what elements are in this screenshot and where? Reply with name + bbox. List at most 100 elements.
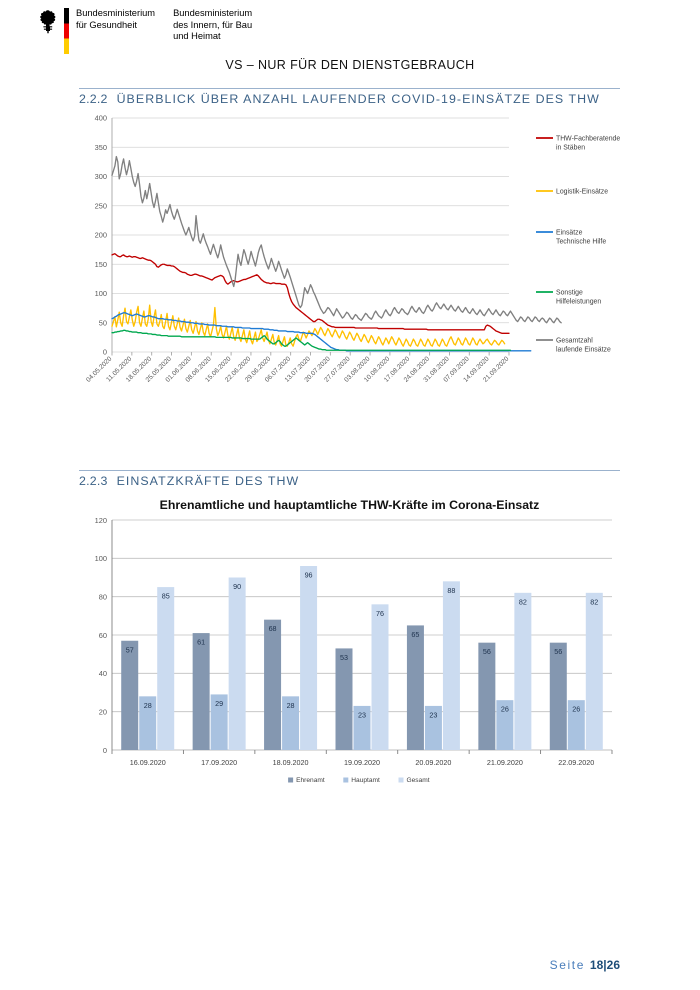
- bar-value-label: 56: [483, 647, 491, 656]
- y-axis-tick-label: 40: [99, 669, 107, 678]
- bar-value-label: 53: [340, 653, 348, 662]
- covid-einsaetze-line-chart: 0 50 100 150 200 250 300 350 400 04.05.2020 11.05.…: [79, 112, 620, 402]
- bar-ehrenamt: [121, 640, 139, 750]
- bar-value-label: 57: [126, 645, 134, 654]
- ministry-health-line1: Bundesministerium: [76, 8, 156, 18]
- footer-page-number: 18: [589, 958, 604, 972]
- bar-value-label: 23: [358, 710, 366, 719]
- legend-label-3: Sonstige: [556, 290, 583, 297]
- y-axis-tick-label: 100: [95, 554, 107, 563]
- y-axis-tick-label: 80: [99, 592, 107, 601]
- footer-total-pages: 26: [606, 958, 620, 972]
- section-title-2-2-2: ÜBERBLICK ÜBER ANZAHL LAUFENDER COVID-19…: [116, 92, 600, 106]
- bar-hauptamt: [353, 705, 371, 750]
- bar-value-label: 26: [501, 705, 509, 714]
- x-axis-category-label: 20.09.2020: [415, 758, 451, 767]
- line-series-2: [111, 312, 532, 352]
- line-series-1: [111, 304, 506, 347]
- legend-label-0: in Stäben: [556, 145, 585, 152]
- section-title-2-2-3: EINSATZKRÄFTE DES THW: [116, 474, 300, 488]
- bundesadler-eagle-icon: [36, 8, 60, 36]
- bar-value-label: 88: [447, 586, 455, 595]
- bar-hauptamt: [139, 696, 157, 750]
- y-axis-tick-label: 400: [95, 114, 107, 123]
- bar-value-label: 76: [376, 609, 384, 618]
- ministry-name-interior: Bundesministerium des Innern, für Bau un…: [173, 8, 252, 43]
- bar-value-label: 61: [197, 638, 205, 647]
- x-axis-category-label: 17.09.2020: [201, 758, 237, 767]
- ministry-logos: Bundesministerium für Gesundheit Bundesm…: [36, 8, 252, 54]
- section-number-2-2-2: 2.2.2: [79, 92, 108, 106]
- section-number-2-2-3: 2.2.3: [79, 474, 108, 488]
- ministry-name-health: Bundesministerium für Gesundheit: [76, 8, 155, 31]
- x-axis-category-label: 21.09.2020: [487, 758, 523, 767]
- ministry-interior-line1: Bundesministerium: [173, 8, 253, 18]
- y-axis-tick-label: 50: [99, 318, 107, 327]
- y-axis-tick-label: 150: [95, 260, 107, 269]
- y-axis-tick-label: 20: [99, 707, 107, 716]
- thw-kraefte-bar-chart: Ehrenamtliche und hauptamtliche THW-Kräf…: [79, 498, 620, 790]
- legend-label-3: Hilfeleistungen: [556, 299, 601, 306]
- bar-gesamt: [442, 581, 460, 750]
- legend-label-hauptamt: Hauptamt: [351, 777, 380, 784]
- ministry-health-line2: für Gesundheit: [76, 19, 137, 30]
- bar-ehrenamt: [264, 619, 282, 750]
- classification-banner: VS – NUR FÜR DEN DIENSTGEBRAUCH: [225, 58, 475, 72]
- line-series-3: [111, 329, 512, 351]
- legend-label-gesamt: Gesamt: [407, 777, 430, 784]
- line-series-4: [111, 155, 562, 324]
- x-axis-category-label: 22.09.2020: [558, 758, 594, 767]
- bar-ehrenamt: [478, 642, 496, 750]
- bar-value-label: 85: [162, 592, 170, 601]
- bar-value-label: 82: [590, 597, 598, 606]
- y-axis-tick-label: 0: [103, 348, 107, 357]
- footer-separator: |: [603, 958, 607, 972]
- bar-gesamt: [228, 577, 246, 750]
- bar-gesamt: [585, 592, 603, 750]
- bar-hauptamt: [210, 694, 228, 750]
- bar-hauptamt: [496, 700, 514, 750]
- section-heading-2-2-2: 2.2.2 ÜBERBLICK ÜBER ANZAHL LAUFENDER COV…: [79, 92, 600, 106]
- legend-label-1: Logistik-Einsätze: [556, 189, 608, 196]
- bar-value-label: 56: [554, 647, 562, 656]
- legend-label-0: THW-Fachberatende: [556, 136, 620, 143]
- bar-ehrenamt: [192, 633, 210, 750]
- bar-value-label: 23: [429, 710, 437, 719]
- bar-gesamt: [157, 587, 175, 750]
- section-heading-2-2-3: 2.2.3 EINSATZKRÄFTE DES THW: [79, 474, 299, 488]
- bar-gesamt: [371, 604, 389, 750]
- legend-swatch-hauptamt: [343, 777, 349, 783]
- y-axis-tick-label: 120: [95, 516, 107, 525]
- bar-hauptamt: [424, 705, 442, 750]
- bar-value-label: 26: [572, 705, 580, 714]
- legend-label-4: laufende Einsätze: [556, 347, 611, 354]
- x-axis-category-label: 16.09.2020: [130, 758, 166, 767]
- bar-value-label: 28: [287, 701, 295, 710]
- legend-label-2: Einsätze: [556, 230, 583, 237]
- bar-value-label: 90: [233, 582, 241, 591]
- bar-ehrenamt: [549, 642, 567, 750]
- ministry-interior-line3: und Heimat: [173, 31, 221, 42]
- bar-hauptamt: [282, 696, 300, 750]
- y-axis-tick-label: 60: [99, 631, 107, 640]
- legend-swatch-ehrenamt: [288, 777, 294, 783]
- section-divider-2: [79, 470, 620, 471]
- x-axis-category-label: 19.09.2020: [344, 758, 380, 767]
- bar-value-label: 82: [519, 597, 527, 606]
- bar-gesamt: [514, 592, 532, 750]
- bar-ehrenamt: [406, 625, 424, 750]
- german-flag-bar-icon: [64, 8, 69, 54]
- y-axis-tick-label: 0: [103, 746, 107, 755]
- bar-gesamt: [300, 566, 318, 750]
- y-axis-tick-label: 300: [95, 172, 107, 181]
- y-axis-tick-label: 200: [95, 231, 107, 240]
- footer-label: Seite: [549, 958, 585, 972]
- bar-chart-title: Ehrenamtliche und hauptamtliche THW-Kräf…: [159, 498, 540, 512]
- page-footer: Seite 18|26: [550, 958, 620, 972]
- legend-label-ehrenamt: Ehrenamt: [296, 777, 325, 784]
- y-axis-tick-label: 100: [95, 289, 107, 298]
- ministry-interior-line2: des Innern, für Bau: [173, 19, 253, 30]
- bar-value-label: 29: [215, 699, 223, 708]
- line-series-0: [111, 253, 510, 334]
